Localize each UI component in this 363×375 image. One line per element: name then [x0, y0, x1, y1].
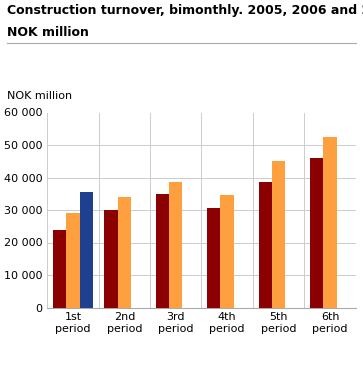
Bar [258, 182, 272, 308]
Bar [323, 137, 337, 308]
Bar [53, 230, 66, 308]
Text: NOK million: NOK million [7, 91, 72, 101]
Text: NOK million: NOK million [7, 26, 89, 39]
Bar [169, 182, 183, 308]
Bar [310, 158, 323, 308]
Bar [79, 192, 93, 308]
Bar [66, 213, 79, 308]
Bar [156, 194, 169, 308]
Bar [272, 161, 285, 308]
Text: Construction turnover, bimonthly. 2005, 2006 and 2007.: Construction turnover, bimonthly. 2005, … [7, 4, 363, 17]
Bar [118, 197, 131, 308]
Bar [220, 195, 234, 308]
Bar [207, 209, 220, 308]
Bar [104, 210, 118, 308]
Legend: 2005, 2006, 2007: 2005, 2006, 2007 [81, 372, 322, 375]
